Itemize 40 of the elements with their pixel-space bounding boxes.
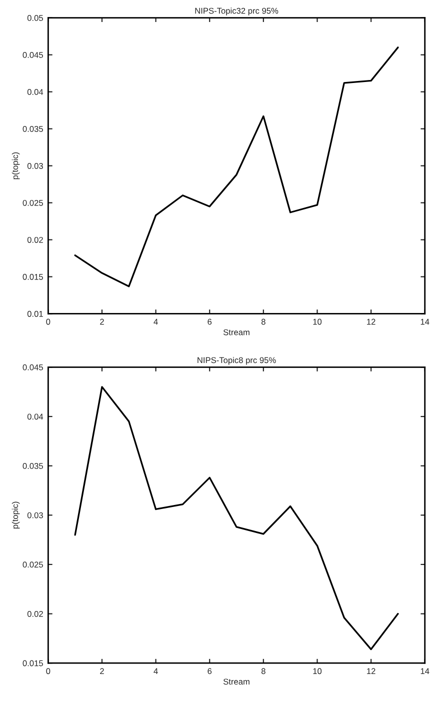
y-tick-label: 0.025 [22, 200, 43, 206]
y-tick-label: 0.02 [27, 236, 43, 243]
y-tick-label: 0.01 [27, 310, 43, 317]
x-tick-label: 14 [420, 668, 430, 674]
x-tick-label: 6 [208, 318, 212, 325]
x-tick-label: 12 [367, 668, 376, 674]
chart-title: NIPS-Topic32 prc 95% [195, 8, 278, 16]
y-tick-label: 0.03 [27, 512, 43, 518]
x-tick-label: 8 [261, 318, 266, 325]
y-tick-label: 0.025 [22, 562, 43, 568]
y-tick-label: 0.04 [27, 89, 44, 95]
x-tick-label: 10 [313, 318, 322, 325]
x-tick-label: 6 [208, 668, 212, 674]
y-tick-label: 0.015 [22, 660, 43, 666]
x-tick-label: 2 [100, 318, 104, 325]
x-tick-label: 2 [100, 668, 104, 674]
x-axis-title: Stream [223, 329, 250, 336]
y-tick-label: 0.05 [27, 15, 43, 21]
line-series [74, 386, 399, 650]
x-tick-label: 4 [154, 668, 158, 674]
y-tick-label: 0.045 [22, 364, 43, 370]
x-tick-label: 8 [261, 668, 266, 674]
y-tick-label: 0.02 [27, 610, 43, 617]
x-tick-label: 0 [46, 318, 50, 325]
y-axis-title: p(topic) [12, 152, 20, 180]
x-tick-label: 4 [154, 318, 158, 325]
y-tick-label: 0.045 [22, 52, 43, 58]
x-tick-label: 0 [46, 668, 50, 674]
y-tick-label: 0.035 [22, 463, 43, 469]
x-tick-label: 14 [420, 318, 430, 325]
x-tick-label: 10 [313, 668, 322, 674]
y-tick-label: 0.035 [22, 126, 43, 132]
y-axis-title: p(topic) [12, 502, 20, 528]
x-tick-label: 12 [367, 318, 376, 325]
chart-title: NIPS-Topic8 prc 95% [198, 356, 276, 365]
y-tick-label: 0.04 [27, 414, 44, 420]
y-tick-label: 0.015 [22, 274, 43, 280]
line-series [74, 46, 399, 288]
y-tick-label: 0.03 [27, 162, 43, 169]
x-axis-title: Stream [223, 678, 250, 685]
